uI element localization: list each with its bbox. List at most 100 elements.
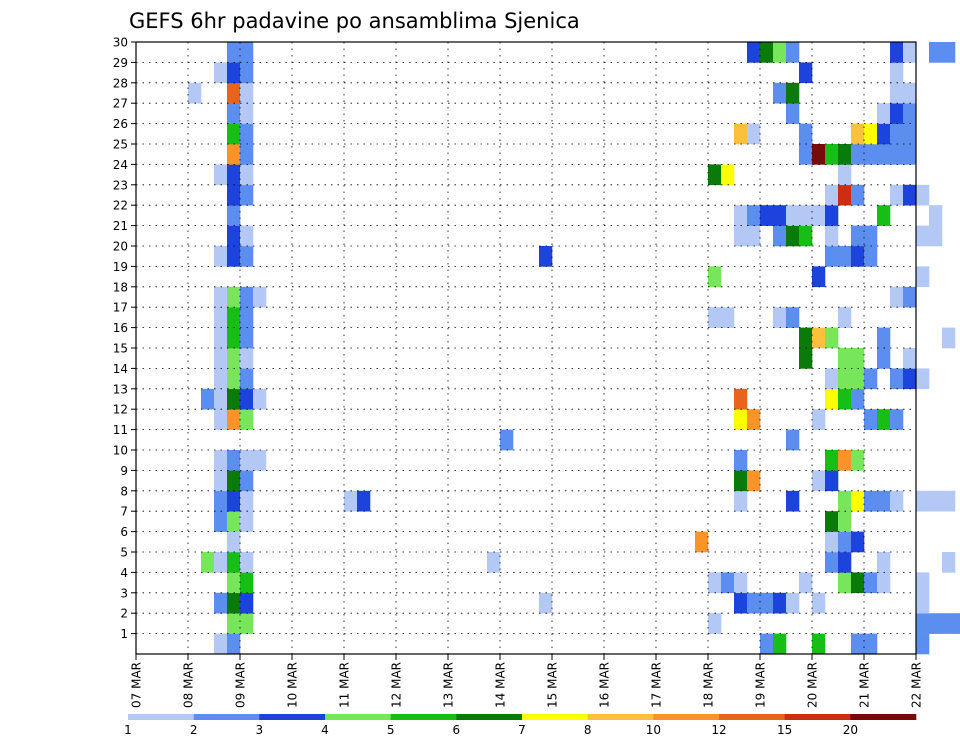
colorbar-swatch	[784, 714, 851, 720]
heatmap-cell	[851, 246, 865, 267]
heatmap-cell	[708, 307, 722, 328]
x-tick-label: 15 MAR	[546, 662, 560, 708]
y-tick-label: 28	[113, 76, 128, 90]
heatmap-cell	[890, 62, 904, 84]
heatmap-cell	[747, 205, 761, 226]
y-tick-label: 23	[113, 178, 128, 192]
heatmap-cell	[773, 307, 787, 328]
heatmap-cell	[786, 205, 800, 226]
heatmap-cell	[838, 511, 852, 532]
heatmap-cell	[812, 266, 826, 288]
y-tick-label: 7	[120, 505, 128, 519]
y-tick-label: 26	[113, 117, 128, 131]
heatmap-cell	[240, 552, 254, 573]
heatmap-cell	[240, 388, 254, 410]
heatmap-cell	[240, 286, 254, 308]
heatmap-cell	[227, 82, 241, 104]
colorbar-label: 8	[584, 723, 592, 737]
x-tick-label: 22 MAR	[910, 662, 924, 708]
colorbar-label: 15	[777, 723, 792, 737]
heatmap-cell	[864, 409, 878, 430]
heatmap-cell	[695, 531, 709, 553]
heatmap-cell	[838, 164, 852, 186]
heatmap-cell	[825, 470, 839, 492]
heatmap-cell	[903, 286, 917, 308]
heatmap-cell	[734, 225, 748, 247]
heatmap-cell	[838, 490, 852, 512]
heatmap-cell	[877, 409, 891, 430]
heatmap-cell	[942, 42, 956, 63]
heatmap-cell	[227, 123, 241, 145]
grid-lines	[136, 42, 916, 654]
heatmap-cell	[240, 613, 254, 634]
heatmap-cell	[799, 144, 813, 165]
heatmap-cell	[838, 552, 852, 573]
heatmap-cell	[240, 144, 254, 165]
colorbar-label: 6	[453, 723, 461, 737]
x-tick-label: 19 MAR	[754, 662, 768, 708]
heatmap-cell	[864, 633, 878, 655]
heatmap-cell	[864, 225, 878, 247]
y-tick-label: 11	[113, 423, 128, 437]
heatmap-cell	[214, 633, 228, 655]
heatmap-cell	[825, 552, 839, 573]
heatmap-cell	[227, 409, 241, 430]
x-tick-label: 16 MAR	[598, 662, 612, 708]
x-axis: 07 MAR 08 MAR 09 MAR 10 MAR 11 MAR 12 MAR 13 M…	[130, 654, 924, 708]
y-tick-label: 2	[120, 607, 128, 621]
heatmap-cell	[877, 123, 891, 145]
x-tick-label: 21 MAR	[858, 662, 872, 708]
heatmap-cell	[851, 123, 865, 145]
heatmap-cell	[227, 164, 241, 186]
heatmap-cell	[942, 552, 956, 573]
x-tick-label: 08 MAR	[182, 662, 196, 708]
heatmap-cell	[214, 307, 228, 328]
heatmap-cell	[240, 42, 254, 63]
heatmap-cell	[825, 327, 839, 349]
heatmap-cell	[838, 368, 852, 390]
heatmap-cell	[838, 246, 852, 267]
heatmap-cell	[851, 388, 865, 410]
heatmap-cell	[773, 82, 787, 104]
heatmap-cell	[825, 511, 839, 532]
heatmap-cell	[942, 613, 956, 634]
y-tick-label: 20	[113, 240, 128, 254]
heatmap-cell	[929, 490, 943, 512]
heatmap-cell	[825, 531, 839, 553]
heatmap-cell	[734, 592, 748, 614]
heatmap-cell	[903, 123, 917, 145]
heatmap-cell	[812, 470, 826, 492]
heatmap-cell	[903, 42, 917, 63]
colorbar-swatch	[653, 714, 720, 720]
heatmap-cell	[227, 184, 241, 206]
heatmap-cell	[747, 470, 761, 492]
heatmap-cell	[903, 184, 917, 206]
heatmap-cell	[240, 164, 254, 186]
heatmap-cell	[916, 225, 930, 247]
heatmap-cell	[799, 205, 813, 226]
heatmap-cell	[227, 286, 241, 308]
heatmap-cell	[890, 368, 904, 390]
heatmap-cell	[240, 490, 254, 512]
heatmap-cell	[877, 552, 891, 573]
heatmap-cell	[812, 144, 826, 165]
heatmap-cell	[851, 531, 865, 553]
heatmap-cell	[825, 184, 839, 206]
heatmap-cell	[721, 572, 735, 594]
heatmap-cell	[214, 552, 228, 573]
colorbar-swatch	[719, 714, 785, 720]
heatmap-cell	[877, 103, 891, 124]
heatmap-cell	[240, 62, 254, 84]
y-tick-label: 24	[113, 158, 128, 172]
heatmap-cell	[747, 123, 761, 145]
heatmap-cell	[851, 144, 865, 165]
heatmap-cell	[214, 62, 228, 84]
y-tick-label: 30	[113, 36, 128, 50]
heatmap-cell	[734, 450, 748, 471]
heatmap-cell	[708, 164, 722, 186]
heatmap-cell	[825, 225, 839, 247]
heatmap-cell	[708, 613, 722, 634]
heatmap-cell	[214, 409, 228, 430]
heatmap-cell	[227, 490, 241, 512]
heatmap-cell	[240, 348, 254, 369]
